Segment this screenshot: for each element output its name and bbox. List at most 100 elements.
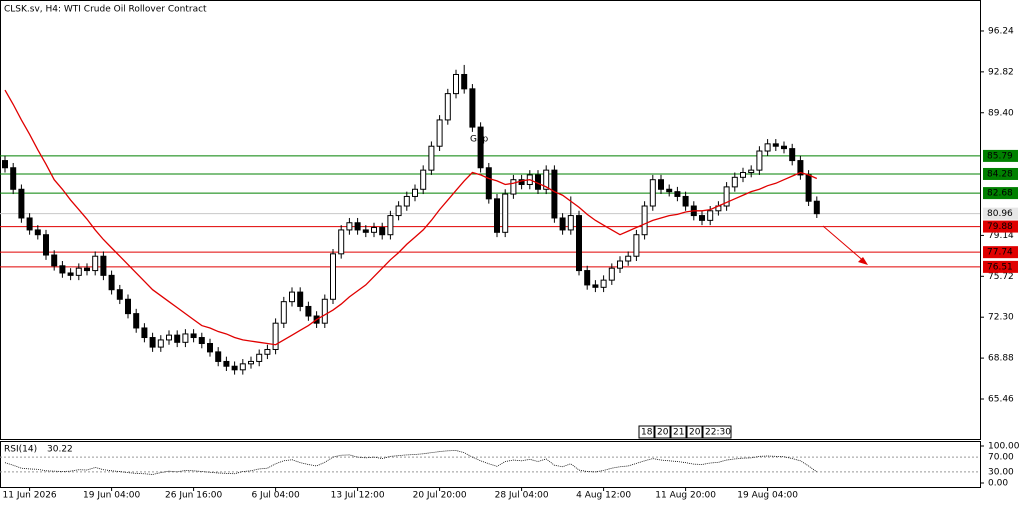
candle-body [43,234,49,256]
current-price-label: 80.96 [987,209,1013,219]
x-tick-label: 19 Aug 04:00 [737,491,798,501]
candle-body [223,360,230,367]
candle-body [297,291,304,307]
y-tick-label: 72.30 [988,313,1014,323]
candle-body [781,145,787,150]
candle-body [239,363,246,371]
level-box [983,167,1018,180]
x-tick-label: 11 Aug 20:00 [655,491,716,501]
candle-body [682,195,689,207]
chart-title: CLSK.sv, H4: WTI Crude Oil Rollover Cont… [4,5,207,15]
candle-body [346,222,353,231]
candle-body [166,334,172,341]
time-marker-box [638,425,655,439]
arrow-head [858,257,868,265]
rsi-label: RSI(14) [4,445,37,455]
arrow-line [822,225,867,264]
candle-body [198,337,205,345]
candle-body [264,348,271,355]
time-marker: 21 [673,428,684,438]
candle-body [174,334,181,343]
candle-body [305,305,312,317]
level-box [983,260,1018,273]
candle-body [395,205,402,217]
candle-body [280,301,287,324]
candle-body [699,215,705,221]
level-label: 85.79 [987,151,1013,161]
candle-body [420,169,427,190]
candle-body [617,260,623,269]
candle-body [510,179,517,195]
y-tick-label: 79.14 [988,231,1014,241]
candle-body [428,145,435,171]
candle-body [116,289,123,300]
candle-body [371,227,377,233]
candle-body [149,337,156,348]
candle-body [477,126,484,169]
candle-body [125,298,131,315]
candle-body [592,284,599,288]
x-tick-label: 20 Jul 20:00 [413,491,467,501]
candle-body [813,200,820,215]
candle-body [789,148,796,162]
rsi-tick-label: 30.00 [988,467,1014,477]
candle-body [215,351,222,362]
level-label: 82.68 [987,189,1013,199]
level-box [983,246,1018,259]
candle-body [559,217,566,231]
level-box [983,149,1018,162]
candle-body [379,227,386,236]
candle-body [231,365,238,371]
candle-body [362,229,369,233]
candle-body [740,172,746,178]
x-tick-label: 11 Jun 2026 [3,491,57,501]
candle-body [666,188,673,193]
candle-body [658,179,664,190]
time-marker-box [686,425,703,439]
candle-body [731,176,738,188]
candle-body [190,333,197,339]
candle-body [108,274,115,291]
candle-body [502,193,509,233]
rsi-tick-label: 70.00 [988,453,1014,463]
rsi-tick-label: 0.00 [988,479,1008,489]
candle-body [444,93,451,121]
candle-body [772,143,779,147]
candle-body [2,160,8,169]
candle-body [67,272,74,276]
candle-body [100,255,107,276]
candle-body [330,253,336,300]
candle-body [289,291,295,303]
y-tick-label: 68.88 [988,354,1014,364]
level-box [983,187,1018,200]
candle-body [256,353,263,362]
level-label: 79.88 [987,222,1013,232]
candle-body [10,167,17,190]
time-marker: 18: [641,428,655,438]
time-marker: 20 [657,428,669,438]
candle-body [272,322,279,350]
x-tick-label: 26 Jun 16:00 [165,491,222,501]
x-tick-label: 13 Jul 12:00 [331,491,385,501]
time-marker-box [670,425,687,439]
candle-body [494,198,500,233]
x-tick-label: 4 Aug 12:00 [576,491,631,501]
annotation: Gap [470,135,488,145]
candle-body [805,174,812,202]
candle-body [133,313,140,329]
candle-body [797,160,804,176]
candle-body [584,270,591,286]
level-label: 76.51 [987,262,1013,272]
candle-body [34,229,41,236]
candle-body [51,254,58,267]
rsi-value: 30.22 [47,445,73,455]
y-tick-label: 65.46 [988,394,1014,404]
x-tick-label: 6 Jul 04:00 [251,491,300,501]
candle-body [576,215,582,272]
candle-body [84,267,90,272]
candle-body [551,169,558,219]
candle-body [649,179,656,207]
candle-body [157,339,164,348]
candle-body [141,327,148,339]
